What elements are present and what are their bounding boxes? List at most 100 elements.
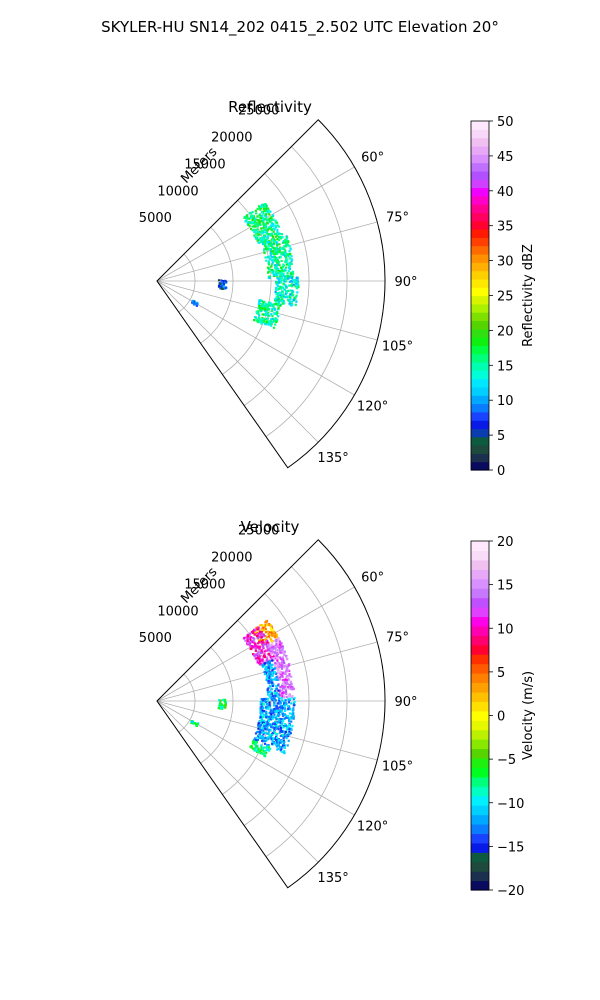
echo-cell — [264, 209, 267, 212]
echo-cell — [263, 235, 266, 238]
echo-cell — [276, 252, 279, 255]
echo-cell — [271, 223, 274, 226]
echo-cell — [258, 655, 261, 658]
echo-cell — [271, 668, 274, 672]
echo-cell — [264, 631, 268, 634]
echo-cell — [266, 744, 269, 747]
echo-cell — [250, 215, 253, 218]
echo-cell — [262, 721, 265, 724]
echo-cell — [262, 220, 265, 223]
echo-cell — [264, 710, 267, 713]
echo-cell — [274, 239, 277, 242]
echo-cell — [262, 222, 265, 225]
echo-cell — [260, 237, 263, 240]
echo-cell — [270, 318, 273, 321]
colorbar-swatch — [471, 262, 489, 272]
echo-cell — [249, 642, 252, 645]
echo-cell — [266, 211, 269, 214]
echo-cell — [192, 720, 195, 723]
echo-cell — [279, 734, 282, 738]
echo-cell — [277, 674, 280, 677]
colorbar-tick-label: 20 — [497, 324, 514, 339]
echo-cell — [270, 324, 273, 327]
echo-cell — [252, 653, 255, 656]
echo-cell — [281, 699, 284, 702]
echo-cell — [288, 706, 291, 709]
echo-cell — [259, 223, 262, 226]
echo-cell — [260, 640, 263, 643]
echo-cell — [250, 212, 253, 215]
echo-cell — [262, 218, 265, 221]
echo-cell — [279, 662, 282, 665]
echo-cell — [277, 695, 280, 698]
echo-cell — [273, 326, 276, 329]
echo-cell — [271, 261, 274, 264]
echo-cell — [286, 295, 289, 298]
echo-cell — [269, 233, 272, 236]
echo-cell — [292, 298, 295, 301]
echo-cell — [290, 702, 293, 705]
echo-cell — [259, 719, 262, 722]
echo-cell — [279, 294, 282, 297]
echo-cell — [268, 662, 271, 665]
echo-cell — [289, 284, 292, 287]
echo-cell — [266, 738, 269, 741]
echo-cell — [262, 238, 265, 241]
echo-cell — [260, 744, 263, 747]
echo-cell — [262, 645, 265, 648]
colorbar-tick-label: 0 — [497, 464, 505, 479]
echo-cell — [262, 626, 265, 629]
echo-cell — [289, 304, 292, 307]
echo-cell — [293, 696, 296, 700]
echo-cell — [282, 660, 285, 663]
echo-cell — [284, 684, 287, 687]
echo-cell — [285, 676, 288, 679]
range-tick-label: 10000 — [157, 184, 198, 199]
echo-cell — [289, 680, 292, 683]
echo-cell — [260, 322, 263, 325]
echo-cell — [287, 255, 290, 258]
echo-cell — [289, 272, 292, 275]
azimuth-gridline — [156, 700, 355, 816]
echo-cell — [267, 270, 270, 274]
echo-cell — [283, 735, 286, 738]
echo-cell — [269, 302, 272, 305]
echo-cell — [221, 699, 225, 702]
echo-cell — [292, 715, 295, 718]
echo-cell — [282, 678, 285, 682]
echo-cell — [278, 264, 281, 267]
echo-cell — [261, 313, 264, 316]
colorbar-swatch — [471, 682, 489, 693]
echo-cell — [261, 727, 264, 730]
colorbar-swatch — [471, 278, 489, 288]
echo-cell — [260, 704, 263, 707]
echo-cell — [274, 739, 278, 742]
echo-cell — [277, 739, 280, 742]
echo-cell — [275, 722, 279, 725]
echo-cell — [271, 314, 274, 318]
echo-cell — [262, 665, 265, 668]
echo-cell — [267, 311, 270, 314]
echo-cell — [292, 702, 296, 705]
echo-cell — [280, 266, 283, 269]
echo-cell — [277, 277, 280, 280]
colorbar-swatch — [471, 461, 489, 471]
echo-cell — [275, 727, 278, 730]
colorbar-swatch — [471, 739, 489, 750]
echo-cell — [250, 746, 253, 749]
echo-cell — [196, 723, 199, 726]
echo-cell — [275, 695, 278, 698]
echo-cell — [251, 221, 254, 224]
echo-cell — [294, 285, 297, 288]
echo-cell — [266, 688, 269, 691]
echo-cell — [263, 652, 266, 656]
echo-cell — [269, 685, 272, 688]
echo-cell — [270, 625, 273, 628]
echo-cell — [269, 257, 272, 260]
echo-cell — [193, 300, 196, 303]
echo-cell — [275, 685, 278, 688]
echo-cell — [261, 318, 264, 321]
echo-cell — [287, 687, 290, 690]
echo-cell — [277, 295, 280, 298]
echo-cell — [282, 246, 285, 249]
